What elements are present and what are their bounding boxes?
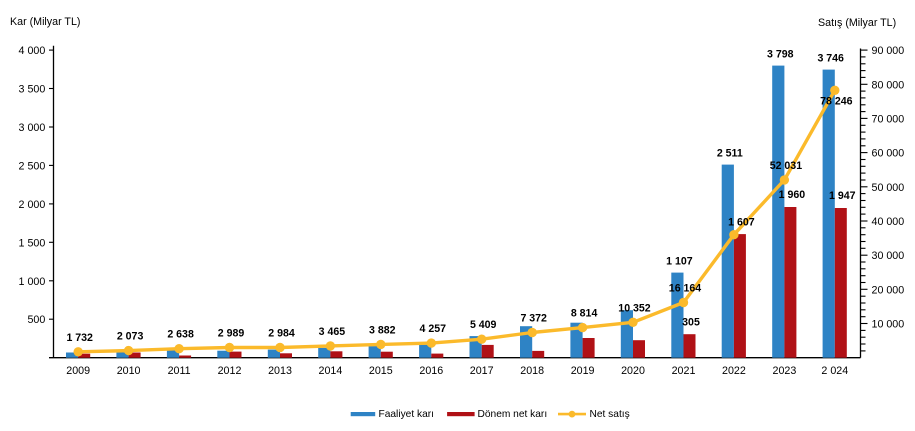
- svg-text:90 000: 90 000: [872, 45, 905, 57]
- svg-text:2015: 2015: [369, 365, 393, 377]
- svg-text:2 024: 2 024: [821, 365, 848, 377]
- svg-text:1 500: 1 500: [19, 237, 46, 249]
- svg-text:2012: 2012: [218, 365, 242, 377]
- svg-text:3 500: 3 500: [19, 84, 46, 96]
- svg-text:2 000: 2 000: [19, 199, 46, 211]
- svg-text:5 409: 5 409: [470, 319, 497, 331]
- svg-text:2009: 2009: [66, 365, 90, 377]
- svg-text:2019: 2019: [571, 365, 595, 377]
- svg-text:500: 500: [27, 314, 45, 326]
- svg-text:4 000: 4 000: [19, 45, 46, 57]
- svg-text:4 257: 4 257: [420, 323, 447, 335]
- svg-text:2 638: 2 638: [167, 329, 194, 341]
- svg-text:60 000: 60 000: [872, 148, 905, 160]
- svg-text:70 000: 70 000: [872, 113, 905, 125]
- svg-text:2014: 2014: [319, 365, 343, 377]
- svg-text:78 246: 78 246: [820, 96, 853, 108]
- svg-text:2 500: 2 500: [19, 160, 46, 172]
- svg-text:1 960: 1 960: [779, 189, 806, 201]
- svg-text:8 814: 8 814: [571, 308, 598, 320]
- svg-text:40 000: 40 000: [872, 216, 905, 228]
- svg-text:16 164: 16 164: [669, 283, 702, 295]
- svg-text:Dönem net karı: Dönem net karı: [478, 409, 548, 420]
- svg-text:3 746: 3 746: [817, 53, 844, 65]
- svg-text:305: 305: [682, 316, 700, 328]
- svg-text:2023: 2023: [773, 365, 797, 377]
- svg-text:3 798: 3 798: [767, 49, 794, 61]
- svg-text:1 607: 1 607: [728, 216, 755, 228]
- svg-text:3 882: 3 882: [369, 324, 396, 336]
- svg-text:50 000: 50 000: [872, 182, 905, 194]
- svg-text:Faaliyet karı: Faaliyet karı: [379, 409, 434, 420]
- svg-text:2022: 2022: [722, 365, 746, 377]
- svg-text:20 000: 20 000: [872, 284, 905, 296]
- svg-text:52 031: 52 031: [770, 160, 803, 172]
- svg-text:3 000: 3 000: [19, 122, 46, 134]
- svg-text:3 465: 3 465: [319, 326, 346, 338]
- svg-text:2 989: 2 989: [218, 328, 245, 340]
- svg-text:Satış (Milyar TL): Satış (Milyar TL): [818, 17, 896, 29]
- svg-text:1 732: 1 732: [66, 332, 93, 344]
- svg-text:2017: 2017: [470, 365, 494, 377]
- svg-text:1 000: 1 000: [19, 276, 46, 288]
- svg-text:80 000: 80 000: [872, 79, 905, 91]
- svg-text:Net satış: Net satış: [590, 409, 630, 420]
- svg-text:1 107: 1 107: [666, 256, 693, 268]
- svg-text:2021: 2021: [672, 365, 696, 377]
- svg-text:Kar (Milyar TL): Kar (Milyar TL): [10, 16, 80, 28]
- svg-text:2010: 2010: [117, 365, 141, 377]
- svg-text:2 511: 2 511: [717, 148, 743, 160]
- svg-text:2020: 2020: [621, 365, 645, 377]
- svg-text:2011: 2011: [168, 365, 191, 377]
- svg-text:2018: 2018: [520, 365, 544, 377]
- svg-text:30 000: 30 000: [872, 250, 905, 262]
- svg-text:2 073: 2 073: [117, 331, 144, 343]
- svg-text:10 352: 10 352: [618, 302, 651, 314]
- svg-text:10 000: 10 000: [872, 319, 905, 331]
- svg-text:1 947: 1 947: [829, 190, 856, 202]
- svg-text:2016: 2016: [419, 365, 443, 377]
- svg-text:2 984: 2 984: [268, 328, 295, 340]
- svg-text:7 372: 7 372: [520, 313, 547, 325]
- svg-text:2013: 2013: [268, 365, 292, 377]
